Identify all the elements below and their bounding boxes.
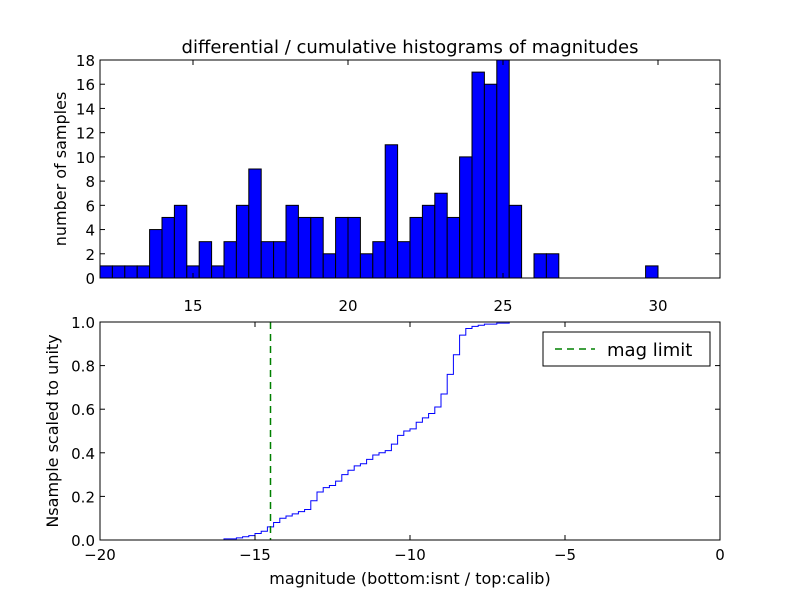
cumulative-y-tick-label: 0.0: [71, 532, 95, 550]
cumulative-y-tick-label: 1.0: [71, 314, 95, 332]
histogram-y-tick-label: 14: [76, 100, 95, 118]
legend-mag-limit-label: mag limit: [607, 340, 692, 361]
histogram-bar: [161, 216, 175, 279]
cumulative-step-line: [100, 321, 721, 541]
cumulative-y-tick-label: 0.6: [71, 401, 95, 419]
histogram-bar: [285, 204, 299, 279]
histogram-bar: [198, 241, 213, 279]
histogram-bar: [446, 216, 461, 279]
histogram-bar: [124, 265, 138, 279]
histogram-y-tick-label: 6: [85, 197, 95, 215]
histogram-x-tick-label: 20: [338, 297, 357, 315]
cumulative-x-tick-label: −15: [239, 546, 271, 564]
histogram-bar: [235, 204, 250, 279]
histogram-title: differential / cumulative histograms of …: [182, 37, 639, 58]
cumulative-y-tick-label: 0.8: [71, 358, 95, 376]
histogram-y-tick-label: 18: [76, 52, 95, 70]
histogram-bar: [111, 265, 126, 279]
histogram-bar: [434, 192, 448, 279]
histogram-bar: [149, 229, 163, 279]
histogram-bar: [248, 168, 262, 279]
histogram-bar: [533, 253, 547, 279]
cumulative-x-tick-label: −20: [84, 546, 116, 564]
histogram-bar: [173, 204, 188, 279]
histogram-bar: [260, 241, 275, 279]
cumulative-panel: 0.0 0.2 0.4 0.6 0.8 1.0 −20 −15 −10 −5 0 Nsample s…: [43, 314, 725, 588]
histogram-bar: [372, 241, 386, 279]
cumulative-x-tick-label: 0: [715, 546, 725, 564]
histogram-bar: [421, 204, 436, 279]
cumulative-x-label: magnitude (bottom:isnt / top:calib): [269, 569, 550, 588]
histogram-bar: [359, 253, 374, 279]
cumulative-y-tick-label: 0.4: [71, 445, 95, 463]
histogram-bar: [508, 204, 523, 279]
histogram-bar: [409, 216, 423, 279]
histogram-y-tick-label: 0: [85, 270, 95, 288]
cumulative-ticks: 0.0 0.2 0.4 0.6 0.8 1.0 −20 −15 −10 −5 0: [71, 314, 725, 564]
cumulative-frame: [99, 321, 721, 541]
histogram-bar: [273, 241, 287, 279]
histogram-y-tick-label: 4: [85, 222, 95, 240]
cumulative-y-tick-label: 0.2: [71, 488, 95, 506]
histogram-bar: [496, 59, 510, 279]
histogram-bar: [136, 265, 151, 279]
histogram-bar: [645, 265, 659, 279]
cumulative-x-tick-label: −10: [394, 546, 426, 564]
legend: mag limit: [542, 331, 711, 367]
histogram-y-label: number of samples: [51, 92, 70, 247]
histogram-bar: [297, 216, 312, 279]
histogram-bar: [211, 265, 225, 279]
histogram-y-tick-label: 8: [85, 173, 95, 191]
histogram-frame: [99, 59, 721, 279]
histogram-bar: [335, 216, 349, 279]
cumulative-x-tick-label: −5: [554, 546, 576, 564]
histogram-bar: [310, 216, 324, 279]
histogram-bar: [545, 253, 560, 279]
histogram-panel: 0 2 4 6 8 10 12 14 16 18 15 20 25 30 differential / c…: [51, 37, 721, 315]
histogram-bar: [223, 241, 237, 279]
histogram-y-tick-label: 16: [76, 76, 95, 94]
histogram-bar: [347, 216, 361, 279]
histogram-y-tick-label: 2: [85, 246, 95, 264]
histogram-bar: [397, 241, 411, 279]
histogram-ticks: 0 2 4 6 8 10 12 14 16 18 15 20 25 30: [76, 52, 720, 315]
histogram-bar: [384, 144, 399, 279]
histogram-bar: [483, 83, 498, 279]
histogram-bar: [99, 265, 113, 279]
histogram-bar: [459, 156, 473, 279]
histogram-x-tick-label: 15: [183, 297, 202, 315]
histogram-x-tick-label: 25: [493, 297, 512, 315]
histogram-bar: [471, 71, 485, 279]
histogram-bar: [322, 253, 337, 279]
histogram-x-tick-label: 30: [648, 297, 667, 315]
histogram-y-tick-label: 12: [76, 125, 95, 143]
histogram-y-tick-label: 10: [76, 149, 95, 167]
cumulative-y-label: Nsample scaled to unity: [43, 334, 62, 527]
histogram-bars: [99, 59, 659, 279]
